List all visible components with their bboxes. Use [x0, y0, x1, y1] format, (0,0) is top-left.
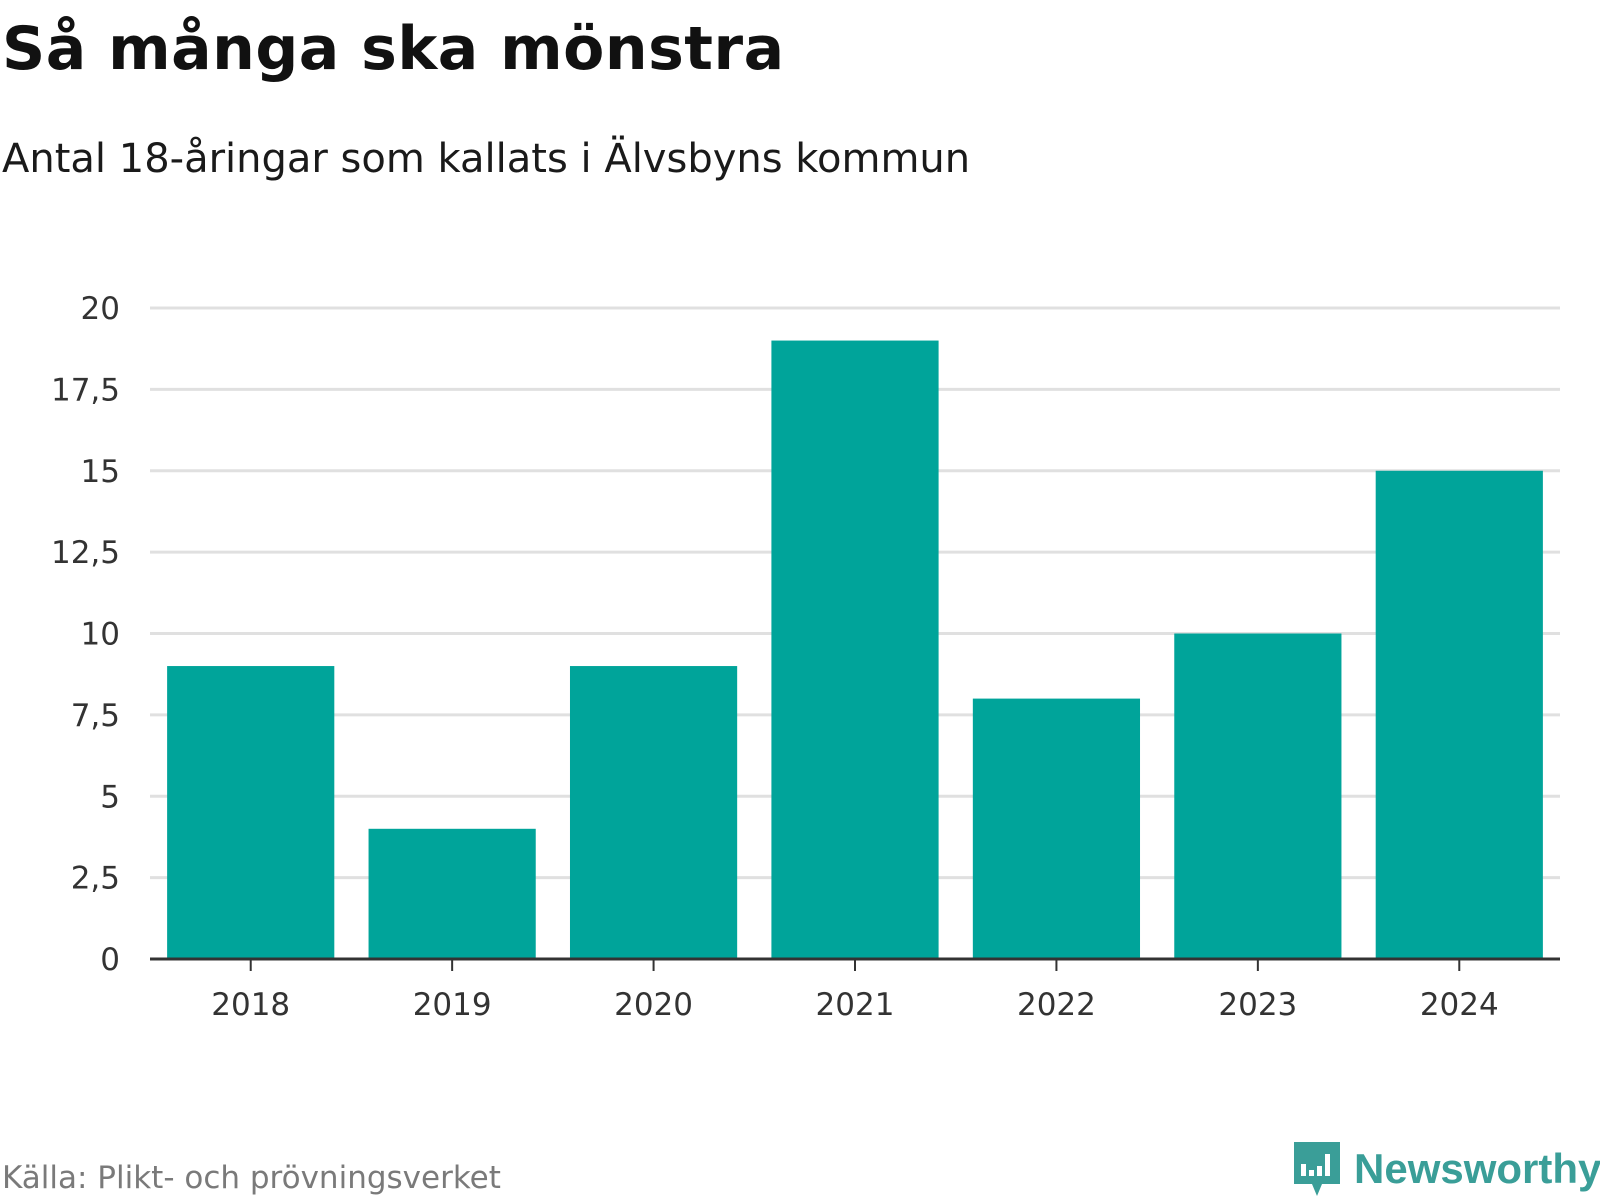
- bar-2020: [569, 666, 738, 959]
- y-tick-labels: 0 2,5 5 7,5 10 12,5 15 17,5 20: [51, 291, 120, 978]
- x-tick-label: 2024: [1420, 987, 1499, 1023]
- x-tick-label: 2023: [1218, 987, 1297, 1023]
- y-tick-label: 7,5: [71, 698, 120, 734]
- y-tick-label: 20: [81, 291, 120, 327]
- x-tick-label: 2021: [816, 987, 895, 1023]
- x-tick-label: 2018: [211, 987, 290, 1023]
- brand-logo: Newsworthy: [1292, 1140, 1600, 1198]
- source-note: Källa: Plikt- och prövningsverket: [2, 1160, 501, 1196]
- chart-subtitle: Antal 18-åringar som kallats i Älvsbyns …: [2, 136, 971, 182]
- bar-2019: [368, 828, 536, 959]
- bar-2023: [1174, 633, 1342, 959]
- x-tick-label: 2019: [413, 987, 492, 1023]
- newsworthy-logo-icon: [1294, 1142, 1340, 1196]
- x-tick-label: 2020: [614, 987, 693, 1023]
- y-tick-label: 2,5: [71, 861, 120, 897]
- x-axis: [150, 957, 1560, 971]
- y-tick-label: 5: [100, 779, 120, 815]
- y-tick-label: 17,5: [51, 372, 120, 408]
- bar-2021: [771, 340, 939, 959]
- bar-2024: [1375, 470, 1543, 959]
- y-tick-label: 15: [81, 454, 120, 490]
- bars: [167, 340, 1543, 959]
- x-tick-labels: 2018 2019 2020 2021 2022 2023 2024: [211, 987, 1498, 1023]
- chart-title: Så många ska mönstra: [2, 14, 785, 84]
- brand-name: Newsworthy: [1354, 1145, 1600, 1192]
- bar-2022: [972, 698, 1141, 959]
- y-tick-label: 0: [100, 942, 120, 978]
- x-tick-label: 2022: [1017, 987, 1096, 1023]
- bar-2018: [167, 666, 335, 959]
- y-tick-label: 12,5: [51, 535, 120, 571]
- y-tick-label: 10: [81, 617, 120, 653]
